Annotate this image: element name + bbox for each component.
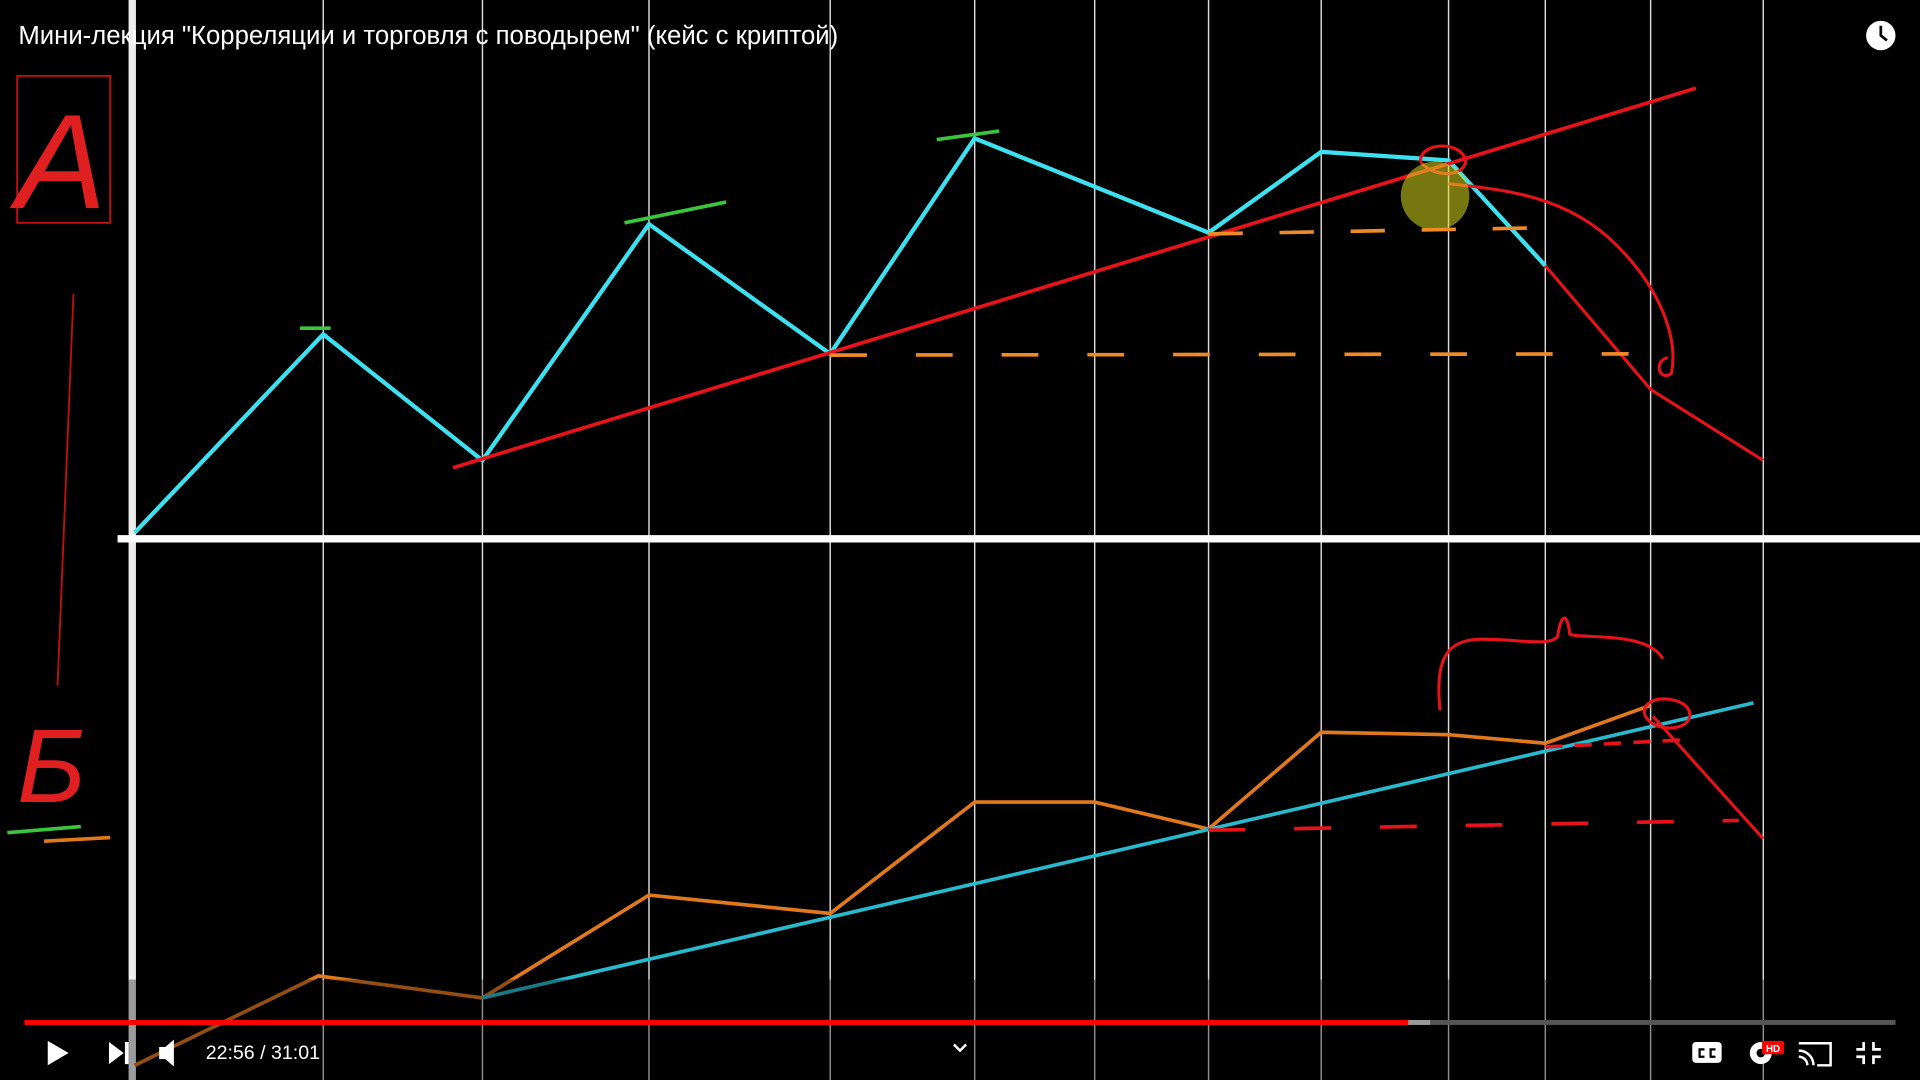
progress-buffer (1408, 1020, 1431, 1025)
cast-button[interactable] (1798, 1042, 1832, 1067)
volume-button[interactable] (159, 1039, 174, 1067)
time-display: 22:56 / 31:01 (206, 1042, 320, 1064)
label-top: А (9, 86, 106, 237)
peak-mark (624, 200, 727, 225)
peak-mark (936, 129, 1000, 142)
exit-fullscreen-button[interactable] (1856, 1042, 1881, 1065)
divider-sketch (56, 293, 75, 686)
hd-badge-text: HD (1766, 1044, 1780, 1055)
underline (7, 824, 81, 835)
support-dashed (1208, 225, 1543, 236)
captions-glyph (1698, 1048, 1716, 1058)
label-bottom: Б (17, 708, 86, 825)
progress-played (24, 1020, 1409, 1025)
price-line-a (133, 135, 1547, 535)
brace-mark (1437, 616, 1665, 711)
trend-line-a (452, 86, 1697, 470)
play-button[interactable] (47, 1040, 69, 1066)
support-dashed (1208, 818, 1739, 833)
red-sketch (1651, 715, 1765, 840)
cursor-highlight (1400, 161, 1470, 231)
hd-badge (1762, 1040, 1785, 1055)
next-button[interactable] (108, 1042, 129, 1065)
controls-gradient (0, 979, 1920, 1080)
clock-hand (1879, 25, 1888, 42)
chapter-chevron[interactable] (953, 1043, 967, 1053)
captions-button[interactable] (1692, 1042, 1722, 1063)
video-title[interactable]: Мини-лекция "Корреляции и торговля с пов… (18, 22, 838, 50)
trend-line-b (482, 701, 1754, 1000)
red-sketch (1448, 182, 1765, 462)
circle-mark (1642, 697, 1692, 730)
underline (43, 835, 111, 844)
price-line-b (133, 703, 1652, 1067)
support-dashed (1545, 737, 1690, 749)
label-box (16, 74, 112, 224)
